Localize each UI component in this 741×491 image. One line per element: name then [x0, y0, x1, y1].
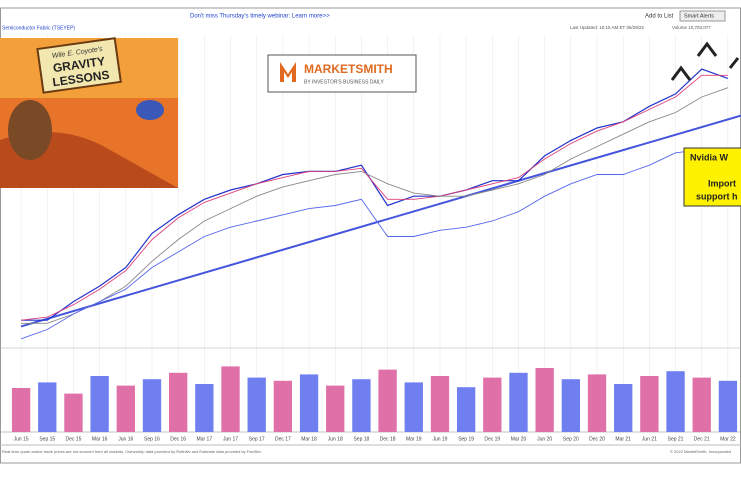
- volume-bar: [221, 366, 240, 432]
- volume-bar: [561, 379, 581, 432]
- head-and-shoulders-marks: [670, 41, 740, 81]
- logo-tagline: BY INVESTOR'S BUSINESS DAILY: [304, 79, 385, 85]
- volume-bar: [195, 384, 214, 432]
- x-tick-label: Sep 18: [353, 436, 369, 442]
- symbol: Semiconductor Fabric (TSEYEP): [2, 25, 75, 31]
- smart-alerts-button[interactable]: [679, 10, 726, 22]
- volume-bar: [378, 369, 397, 432]
- volume-bar: [273, 380, 293, 432]
- x-tick-label: Sep 20: [563, 436, 579, 442]
- x-tick-label: Dec 17: [275, 436, 291, 442]
- smart-alerts[interactable]: Smart Alerts: [684, 13, 714, 19]
- x-tick-label: Dec 15: [66, 436, 82, 442]
- x-tick-label: Sep 15: [39, 436, 55, 442]
- volume-bar: [299, 374, 319, 432]
- x-tick-label: Jun 18: [328, 436, 343, 442]
- volume-bar: [456, 387, 476, 432]
- roadrunner: [136, 100, 164, 120]
- x-tick-label: Mar 17: [197, 436, 213, 442]
- volume-bar: [404, 382, 423, 432]
- x-tick-label: Dec 21: [694, 436, 710, 442]
- volume-bar: [116, 385, 135, 432]
- volume-bar: [90, 376, 109, 432]
- logo-icon: [280, 62, 296, 82]
- x-tick-label: Sep 17: [249, 436, 265, 442]
- series-line: [21, 74, 728, 321]
- volume-bar: [640, 376, 659, 432]
- volume-bar: [587, 374, 607, 432]
- trendline: [20, 114, 741, 328]
- logo-name: MARKETSMITH: [304, 62, 393, 76]
- volume-bar: [38, 382, 57, 432]
- x-tick-label: Mar 20: [511, 436, 527, 442]
- x-tick-label: Dec 18: [380, 436, 396, 442]
- footer-right: © 2022 MarketSmith, Incorporated: [670, 449, 731, 454]
- volume-bar: [430, 376, 450, 432]
- volume-bar: [509, 372, 528, 432]
- x-tick-label: Sep 19: [458, 436, 474, 442]
- footer-left: Real-time quote and/or trade prices are …: [2, 449, 262, 454]
- series-line: [20, 149, 729, 340]
- callout-text: Nvidia W: [690, 152, 729, 162]
- x-tick-label: Jun 16: [118, 436, 133, 442]
- x-tick-label: Sep 16: [144, 436, 160, 442]
- x-tick-label: Mar 18: [301, 436, 317, 442]
- banner[interactable]: Don't miss Thursday's timely webinar: Le…: [190, 14, 330, 20]
- x-tick-label: Jun 19: [432, 436, 447, 442]
- volume-bar: [718, 380, 738, 432]
- volume-bar: [352, 379, 371, 432]
- volume-bar: [666, 371, 685, 432]
- x-tick-label: Jun 20: [537, 436, 552, 442]
- volume-bar: [483, 377, 502, 432]
- plot: Jun 15 Sep 15 Dec 15 Mar 16 Jun 16 Sep 16 Dec …: [0, 35, 741, 442]
- callout: [683, 147, 741, 207]
- callout-text: support h: [696, 191, 738, 201]
- callout-text: Import: [708, 178, 736, 188]
- volume-info: Volume 10,703,077: [672, 25, 711, 30]
- sign-board: [36, 37, 122, 94]
- x-tick-label: Dec 19: [484, 436, 500, 442]
- series-line: [21, 87, 729, 324]
- x-tick-label: Jun 15: [14, 436, 29, 442]
- cartoon-sign: Wile E. Coyote's GRAVITY LESSONS: [36, 37, 122, 94]
- x-tick-label: Mar 21: [615, 436, 631, 442]
- last-updated: Last Updated: 10:15 AM ET 06/29/22: [570, 25, 644, 30]
- x-tick-label: Sep 21: [668, 436, 684, 442]
- volume-bar: [11, 388, 31, 432]
- series-line: [21, 68, 729, 321]
- volume-bar: [614, 384, 633, 432]
- volume-bar: [247, 377, 266, 432]
- x-tick-label: Mar 16: [92, 436, 108, 442]
- volume-bar: [326, 385, 345, 432]
- volume-bar: [692, 377, 711, 432]
- x-tick-label: Jun 17: [223, 436, 238, 442]
- volume-bar: [535, 368, 554, 432]
- volume-bar: [168, 372, 188, 432]
- x-tick-label: Jun 21: [642, 436, 657, 442]
- x-tick-label: Mar 22: [720, 436, 736, 442]
- x-tick-label: Mar 19: [406, 436, 422, 442]
- x-tick-label: Dec 16: [170, 436, 186, 442]
- volume-bar: [64, 393, 83, 432]
- volume-bar: [142, 379, 162, 432]
- x-tick-label: Dec 20: [589, 436, 605, 442]
- coyote: [8, 100, 52, 160]
- add-to-list[interactable]: Add to List: [645, 14, 674, 20]
